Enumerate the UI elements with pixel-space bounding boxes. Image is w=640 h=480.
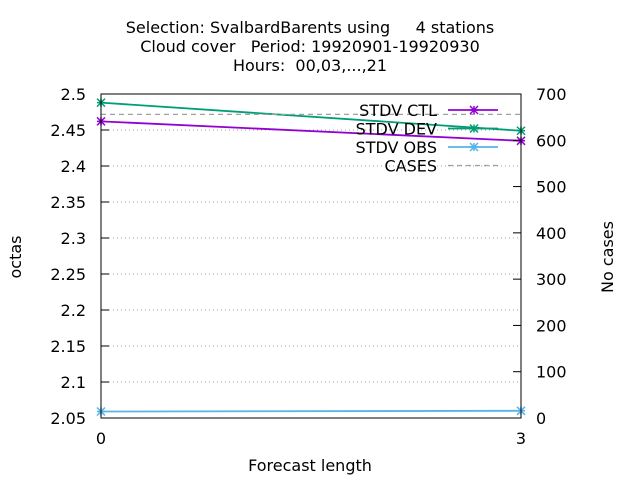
y2-tick-label: 400 [536,224,567,243]
plot-frame [100,93,522,419]
legend-marker-glyph [469,142,479,152]
y-tick-label: 2.05 [50,409,86,428]
y2-axis-label: No cases [598,221,617,293]
y2-tick-label: 500 [536,178,567,197]
legend-label: STDV DEV [356,120,437,139]
title-line: Selection: SvalbardBarents using 4 stati… [126,18,495,37]
y-tick-label: 2.2 [61,301,86,320]
y2-tick-label: 0 [536,409,546,428]
y-tick-label: 2.35 [50,193,86,212]
legend-marker-glyph [469,123,479,134]
legend-marker [469,123,479,134]
y2-tick-label: 600 [536,131,567,150]
y-tick-label: 2.25 [50,265,86,284]
y-tick-label: 2.5 [61,85,86,104]
series-line-1 [100,101,522,132]
series-line-2 [100,409,522,413]
x-tick-label: 0 [96,429,106,448]
title-line: Hours: 00,03,...,21 [233,56,387,75]
title-line: Cloud cover Period: 19920901-19920930 [140,37,480,56]
y-axis-ticks: 2.05 2.1 2.15 2.2 2.25 2.3 2.35 2.4 2.45 2.5 [50,85,109,428]
x-axis-label: Forecast length [248,456,372,475]
y-tick-label: 2.1 [61,373,86,392]
y2-axis-ticks: 0 100 200 300 400 500 600 700 [513,85,567,428]
legend-marker-glyph [469,105,479,115]
legend-label: STDV OBS [356,138,437,157]
legend-label: CASES [384,157,437,176]
y-tick-label: 2.15 [50,337,86,356]
legend-label: STDV CTL [359,101,437,120]
legend-marker [469,142,479,152]
y-tick-label: 2.4 [61,157,86,176]
legend-marker [469,105,479,115]
y2-tick-label: 700 [536,85,567,104]
x-tick-label: 3 [516,429,526,448]
y-tick-label: 2.45 [50,121,86,140]
chart-title: Selection: SvalbardBarents using 4 stati… [126,18,495,75]
y2-tick-label: 100 [536,363,567,382]
series-line-0 [100,120,522,142]
y-axis-label: octas [6,236,25,279]
grid-lines [101,129,521,383]
y-tick-label: 2.3 [61,229,86,248]
y2-tick-label: 200 [536,316,567,335]
y2-tick-label: 300 [536,270,567,289]
